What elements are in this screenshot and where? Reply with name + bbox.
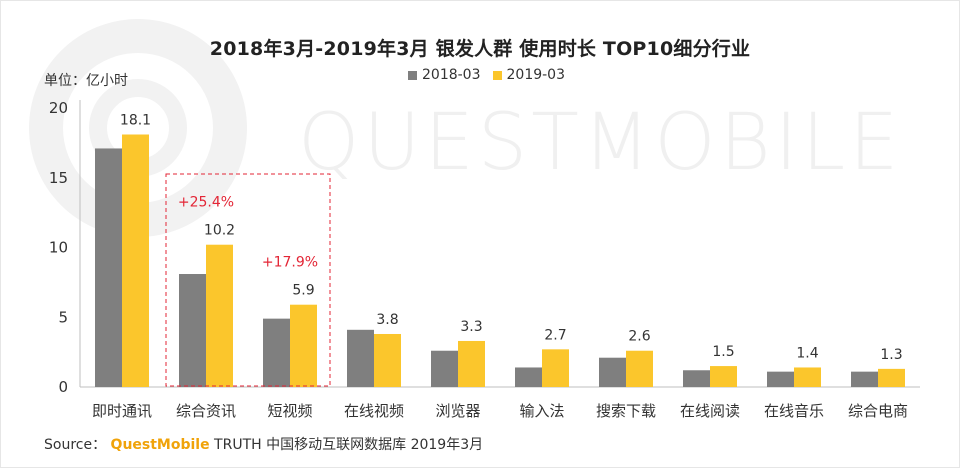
legend: 2018-03 2019-03 (408, 67, 577, 83)
bar-2019 (458, 340, 485, 387)
x-tick-label: 在线视频 (344, 402, 404, 420)
x-tick-label: 即时通讯 (92, 402, 152, 420)
y-tick-label: 5 (58, 308, 68, 326)
growth-annotation: +17.9% (262, 255, 318, 271)
bar-2019 (878, 368, 905, 387)
data-label: 18.1 (120, 113, 151, 129)
y-tick-label: 20 (49, 99, 68, 117)
highlight-box (165, 173, 331, 387)
bar-2018 (347, 329, 374, 387)
bar-2019 (794, 367, 821, 387)
watermark-text: QUESTMOBILE (298, 98, 903, 188)
unit-label: 单位：亿小时 (44, 73, 128, 89)
x-tick-label: 输入法 (519, 402, 564, 420)
bar-2019 (710, 366, 737, 387)
bars (95, 134, 905, 387)
bar-2018 (599, 357, 626, 387)
chart-title: 2018年3月-2019年3月 银发人群 使用时长 TOP10细分行业 (209, 38, 751, 60)
x-tick-label: 浏览器 (435, 402, 480, 420)
data-label: 3.8 (376, 312, 398, 328)
bar-2019 (206, 244, 233, 387)
bar-2018 (515, 367, 542, 387)
legend-label-2019: 2019-03 (506, 67, 566, 83)
data-label: 3.3 (460, 319, 482, 335)
data-label: 2.7 (544, 327, 566, 343)
bar-2019 (626, 350, 653, 387)
data-label: 1.5 (712, 344, 734, 360)
bar-2018 (431, 350, 458, 387)
legend-swatch-2018 (408, 70, 417, 80)
legend-swatch-2019 (492, 70, 502, 80)
labels: 18.1 即时通讯 10.2 综合资讯 5.9 短视频 3.8 在线视频 3.3 浏览器 2.7 输入… (92, 113, 908, 420)
x-tick-label: 综合电商 (848, 402, 908, 420)
bar-2018 (263, 318, 290, 387)
x-tick-label: 综合资讯 (176, 402, 236, 420)
data-label: 1.4 (796, 345, 818, 361)
bar-2019 (122, 134, 149, 387)
bar-2018 (95, 148, 122, 387)
bar-2018 (851, 371, 878, 387)
bar-2019 (374, 333, 401, 387)
bar-2018 (179, 274, 206, 387)
source-brand: QuestMobile (110, 437, 210, 453)
x-tick-label: 短视频 (267, 402, 312, 420)
annotations: +25.4% +17.9% (165, 173, 331, 387)
source-prefix: Source： (44, 437, 107, 453)
bar-2018 (767, 371, 794, 387)
source-rest: TRUTH 中国移动互联网数据库 2019年3月 (209, 437, 484, 453)
x-tick-label: 在线阅读 (680, 402, 740, 420)
source-line: Source： QuestMobile TRUTH 中国移动互联网数据库 201… (44, 434, 483, 454)
legend-label-2018: 2018-03 (422, 67, 481, 83)
legend-item-2019: 2019-03 (492, 67, 566, 83)
x-tick-label: 在线音乐 (764, 402, 824, 420)
growth-annotation: +25.4% (178, 195, 234, 211)
data-label: 10.2 (204, 223, 235, 239)
data-label: 2.6 (628, 329, 650, 345)
data-label: 1.3 (880, 347, 902, 363)
y-tick-label: 15 (49, 169, 68, 187)
bar-2018 (683, 370, 710, 387)
legend-item-2018: 2018-03 (408, 67, 481, 83)
y-tick-label: 0 (58, 378, 68, 396)
data-label: 5.9 (292, 283, 314, 299)
x-tick-label: 搜索下载 (596, 402, 656, 420)
y-tick-label: 10 (49, 239, 68, 257)
bar-2019 (290, 304, 317, 387)
bar-2019 (542, 349, 569, 387)
